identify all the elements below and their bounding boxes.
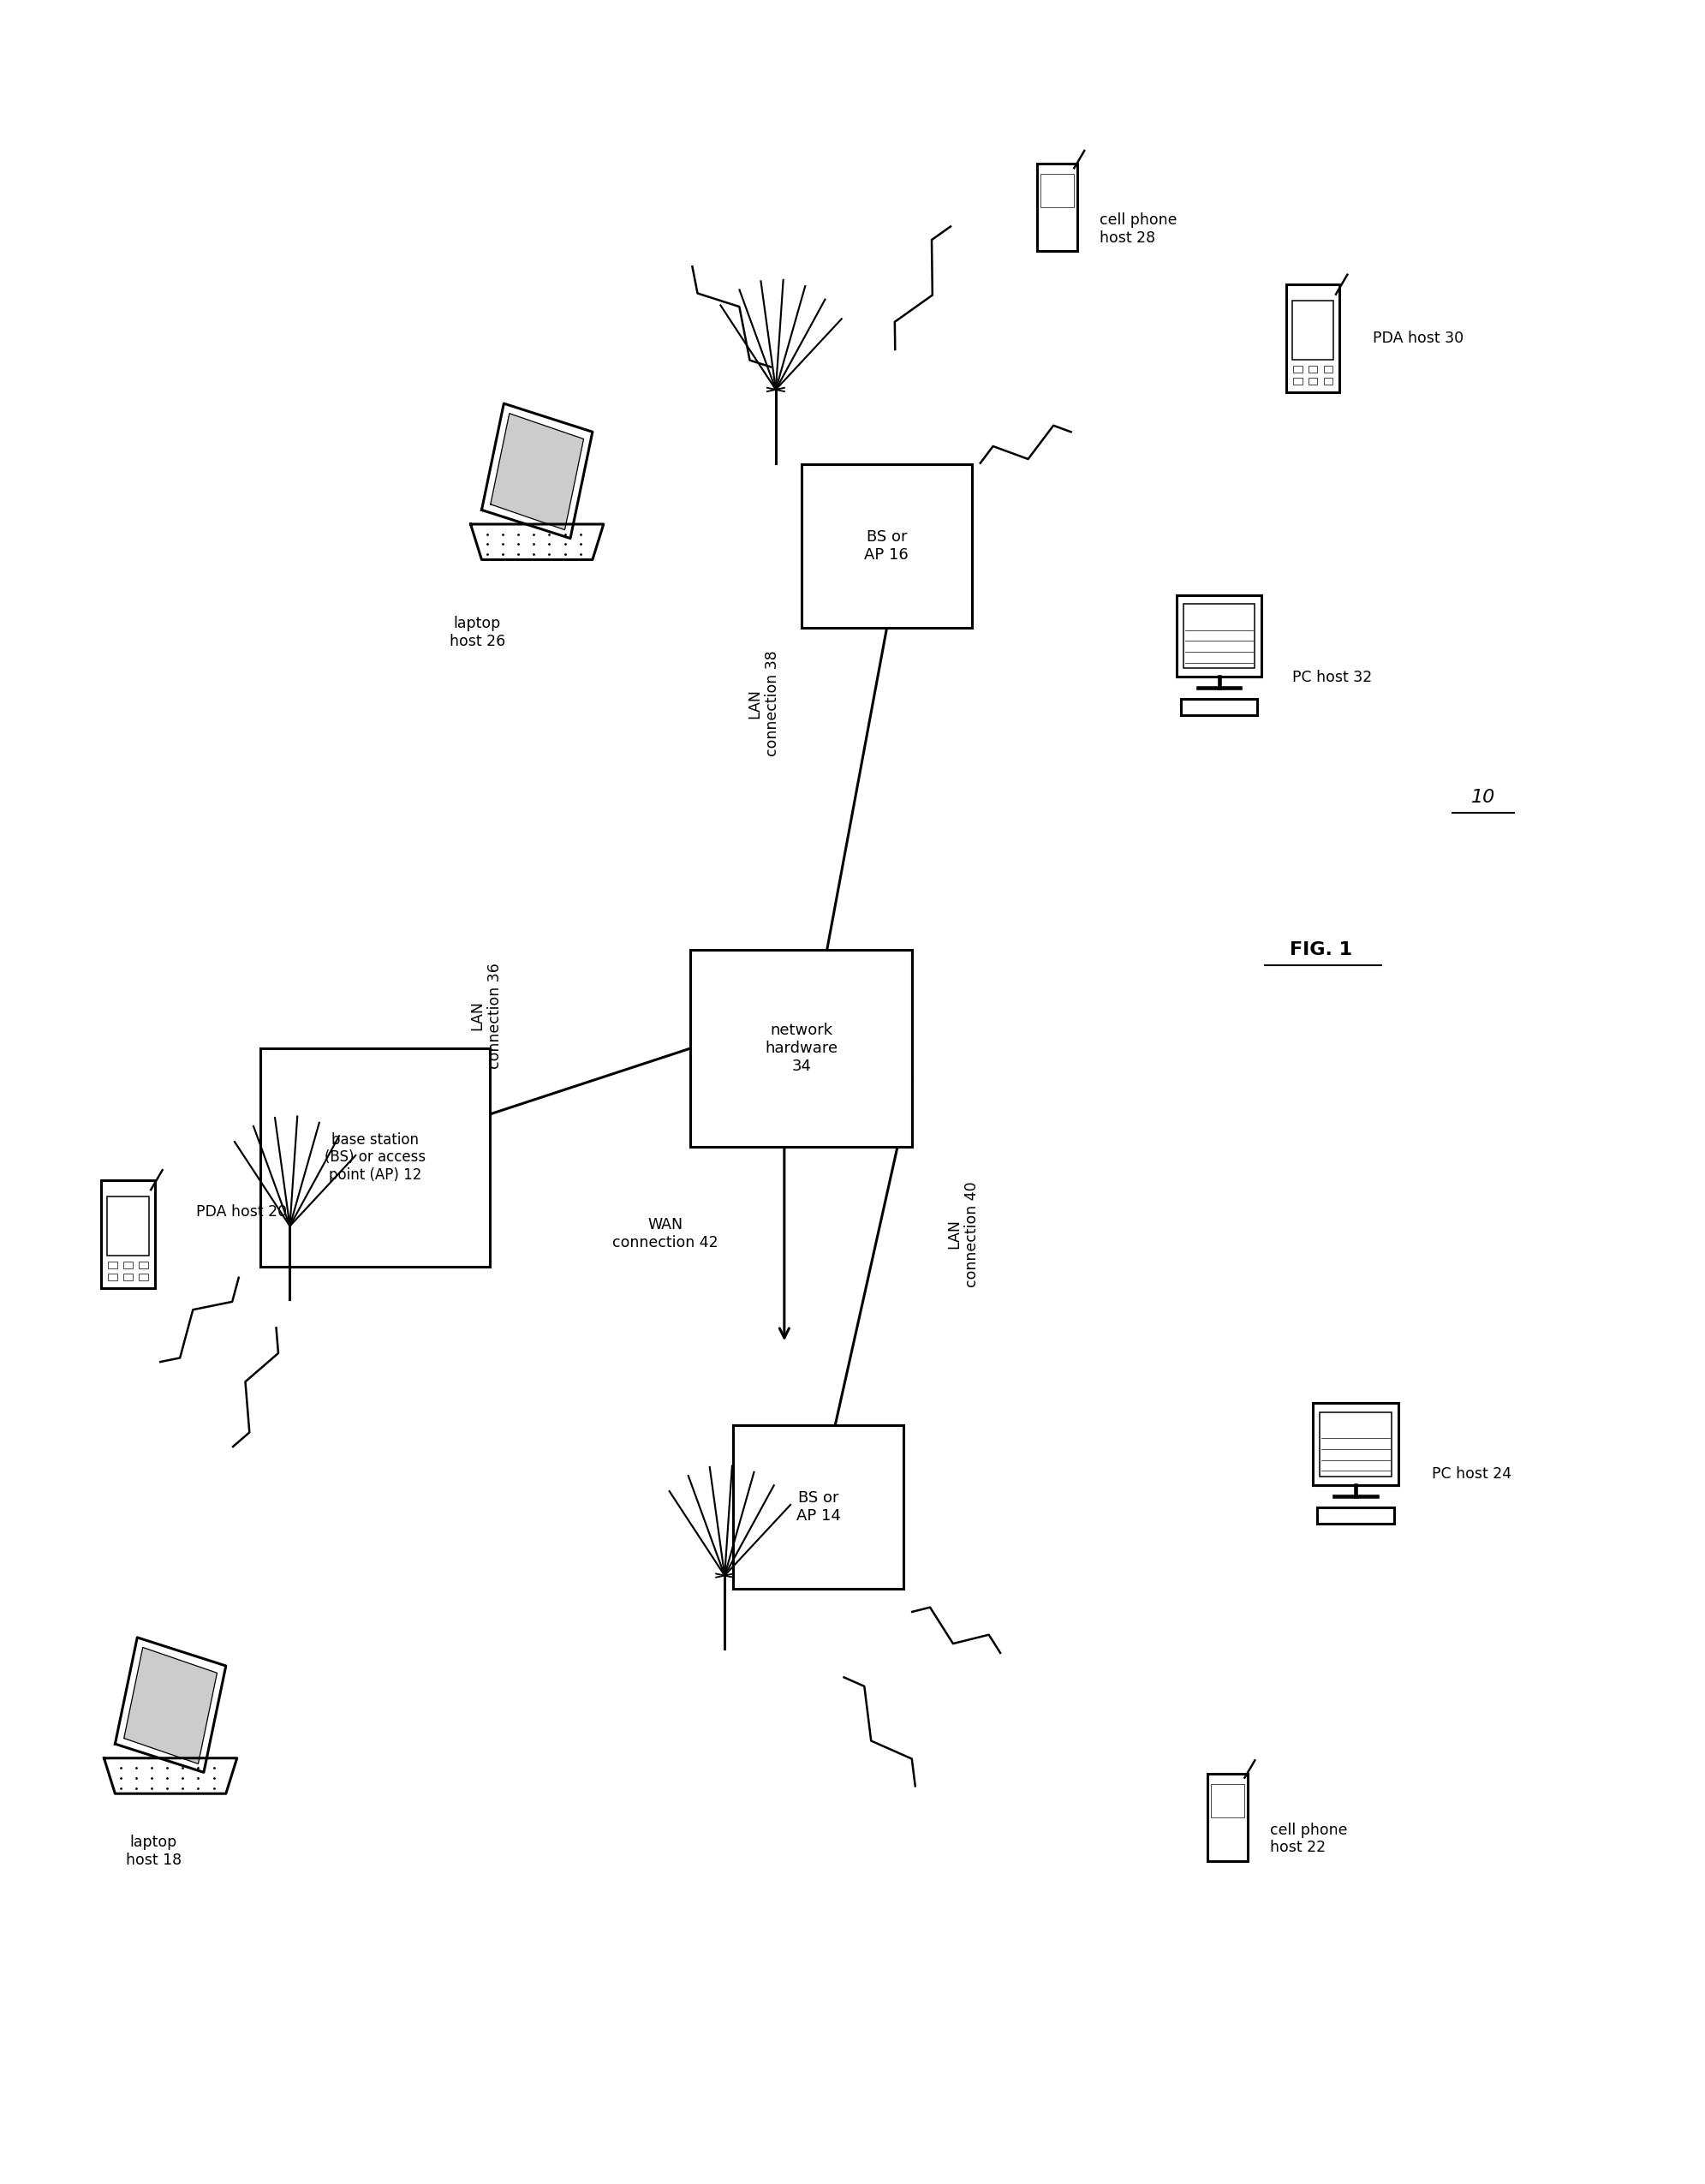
Bar xyxy=(1180,699,1258,714)
Polygon shape xyxy=(481,404,593,537)
Bar xyxy=(1040,175,1074,207)
Bar xyxy=(1292,301,1333,360)
Bar xyxy=(101,1179,155,1289)
Polygon shape xyxy=(124,1647,217,1765)
Text: PC host 24: PC host 24 xyxy=(1432,1465,1512,1483)
Polygon shape xyxy=(116,1638,225,1773)
Text: FIG. 1: FIG. 1 xyxy=(1291,941,1352,959)
Text: WAN
connection 42: WAN connection 42 xyxy=(612,1216,718,1251)
Bar xyxy=(1183,605,1255,668)
Bar xyxy=(259,1048,491,1267)
Bar xyxy=(801,465,972,629)
Bar xyxy=(123,1262,133,1269)
Polygon shape xyxy=(471,524,604,559)
Bar xyxy=(1211,1784,1245,1817)
Text: BS or
AP 14: BS or AP 14 xyxy=(796,1489,841,1524)
Bar xyxy=(1176,594,1262,677)
Text: cell phone
host 28: cell phone host 28 xyxy=(1100,212,1176,247)
Bar xyxy=(107,1262,118,1269)
Text: LAN
connection 36: LAN connection 36 xyxy=(469,963,503,1068)
Bar xyxy=(107,1197,148,1256)
Polygon shape xyxy=(491,413,583,531)
Text: laptop
host 18: laptop host 18 xyxy=(126,1835,181,1867)
Text: LAN
connection 40: LAN connection 40 xyxy=(946,1182,980,1286)
Bar xyxy=(1323,367,1333,373)
Text: LAN
connection 38: LAN connection 38 xyxy=(747,651,781,756)
Text: laptop
host 26: laptop host 26 xyxy=(450,616,505,649)
Bar xyxy=(1313,1402,1398,1485)
Bar xyxy=(107,1273,118,1280)
Text: network
hardware
34: network hardware 34 xyxy=(766,1022,837,1075)
Bar xyxy=(1286,284,1340,393)
Bar xyxy=(1292,378,1303,384)
Bar xyxy=(1308,378,1318,384)
Text: cell phone
host 22: cell phone host 22 xyxy=(1270,1821,1347,1856)
Bar xyxy=(138,1262,148,1269)
Bar xyxy=(138,1273,148,1280)
Bar xyxy=(1318,1507,1395,1524)
Bar xyxy=(1037,164,1078,251)
Bar xyxy=(1308,367,1318,373)
Text: PDA host 30: PDA host 30 xyxy=(1373,330,1463,347)
Bar xyxy=(1207,1773,1248,1861)
Bar xyxy=(1323,378,1333,384)
Bar xyxy=(1320,1411,1391,1476)
Bar xyxy=(691,950,912,1147)
Bar xyxy=(1292,367,1303,373)
Polygon shape xyxy=(104,1758,237,1793)
Bar xyxy=(123,1273,133,1280)
Text: PDA host 20: PDA host 20 xyxy=(196,1203,286,1221)
Text: PC host 32: PC host 32 xyxy=(1292,668,1373,686)
Text: base station
(BS) or access
point (AP) 12: base station (BS) or access point (AP) 1… xyxy=(324,1131,426,1184)
Text: 10: 10 xyxy=(1471,788,1495,806)
Text: BS or
AP 16: BS or AP 16 xyxy=(864,529,909,563)
Bar xyxy=(733,1426,904,1590)
